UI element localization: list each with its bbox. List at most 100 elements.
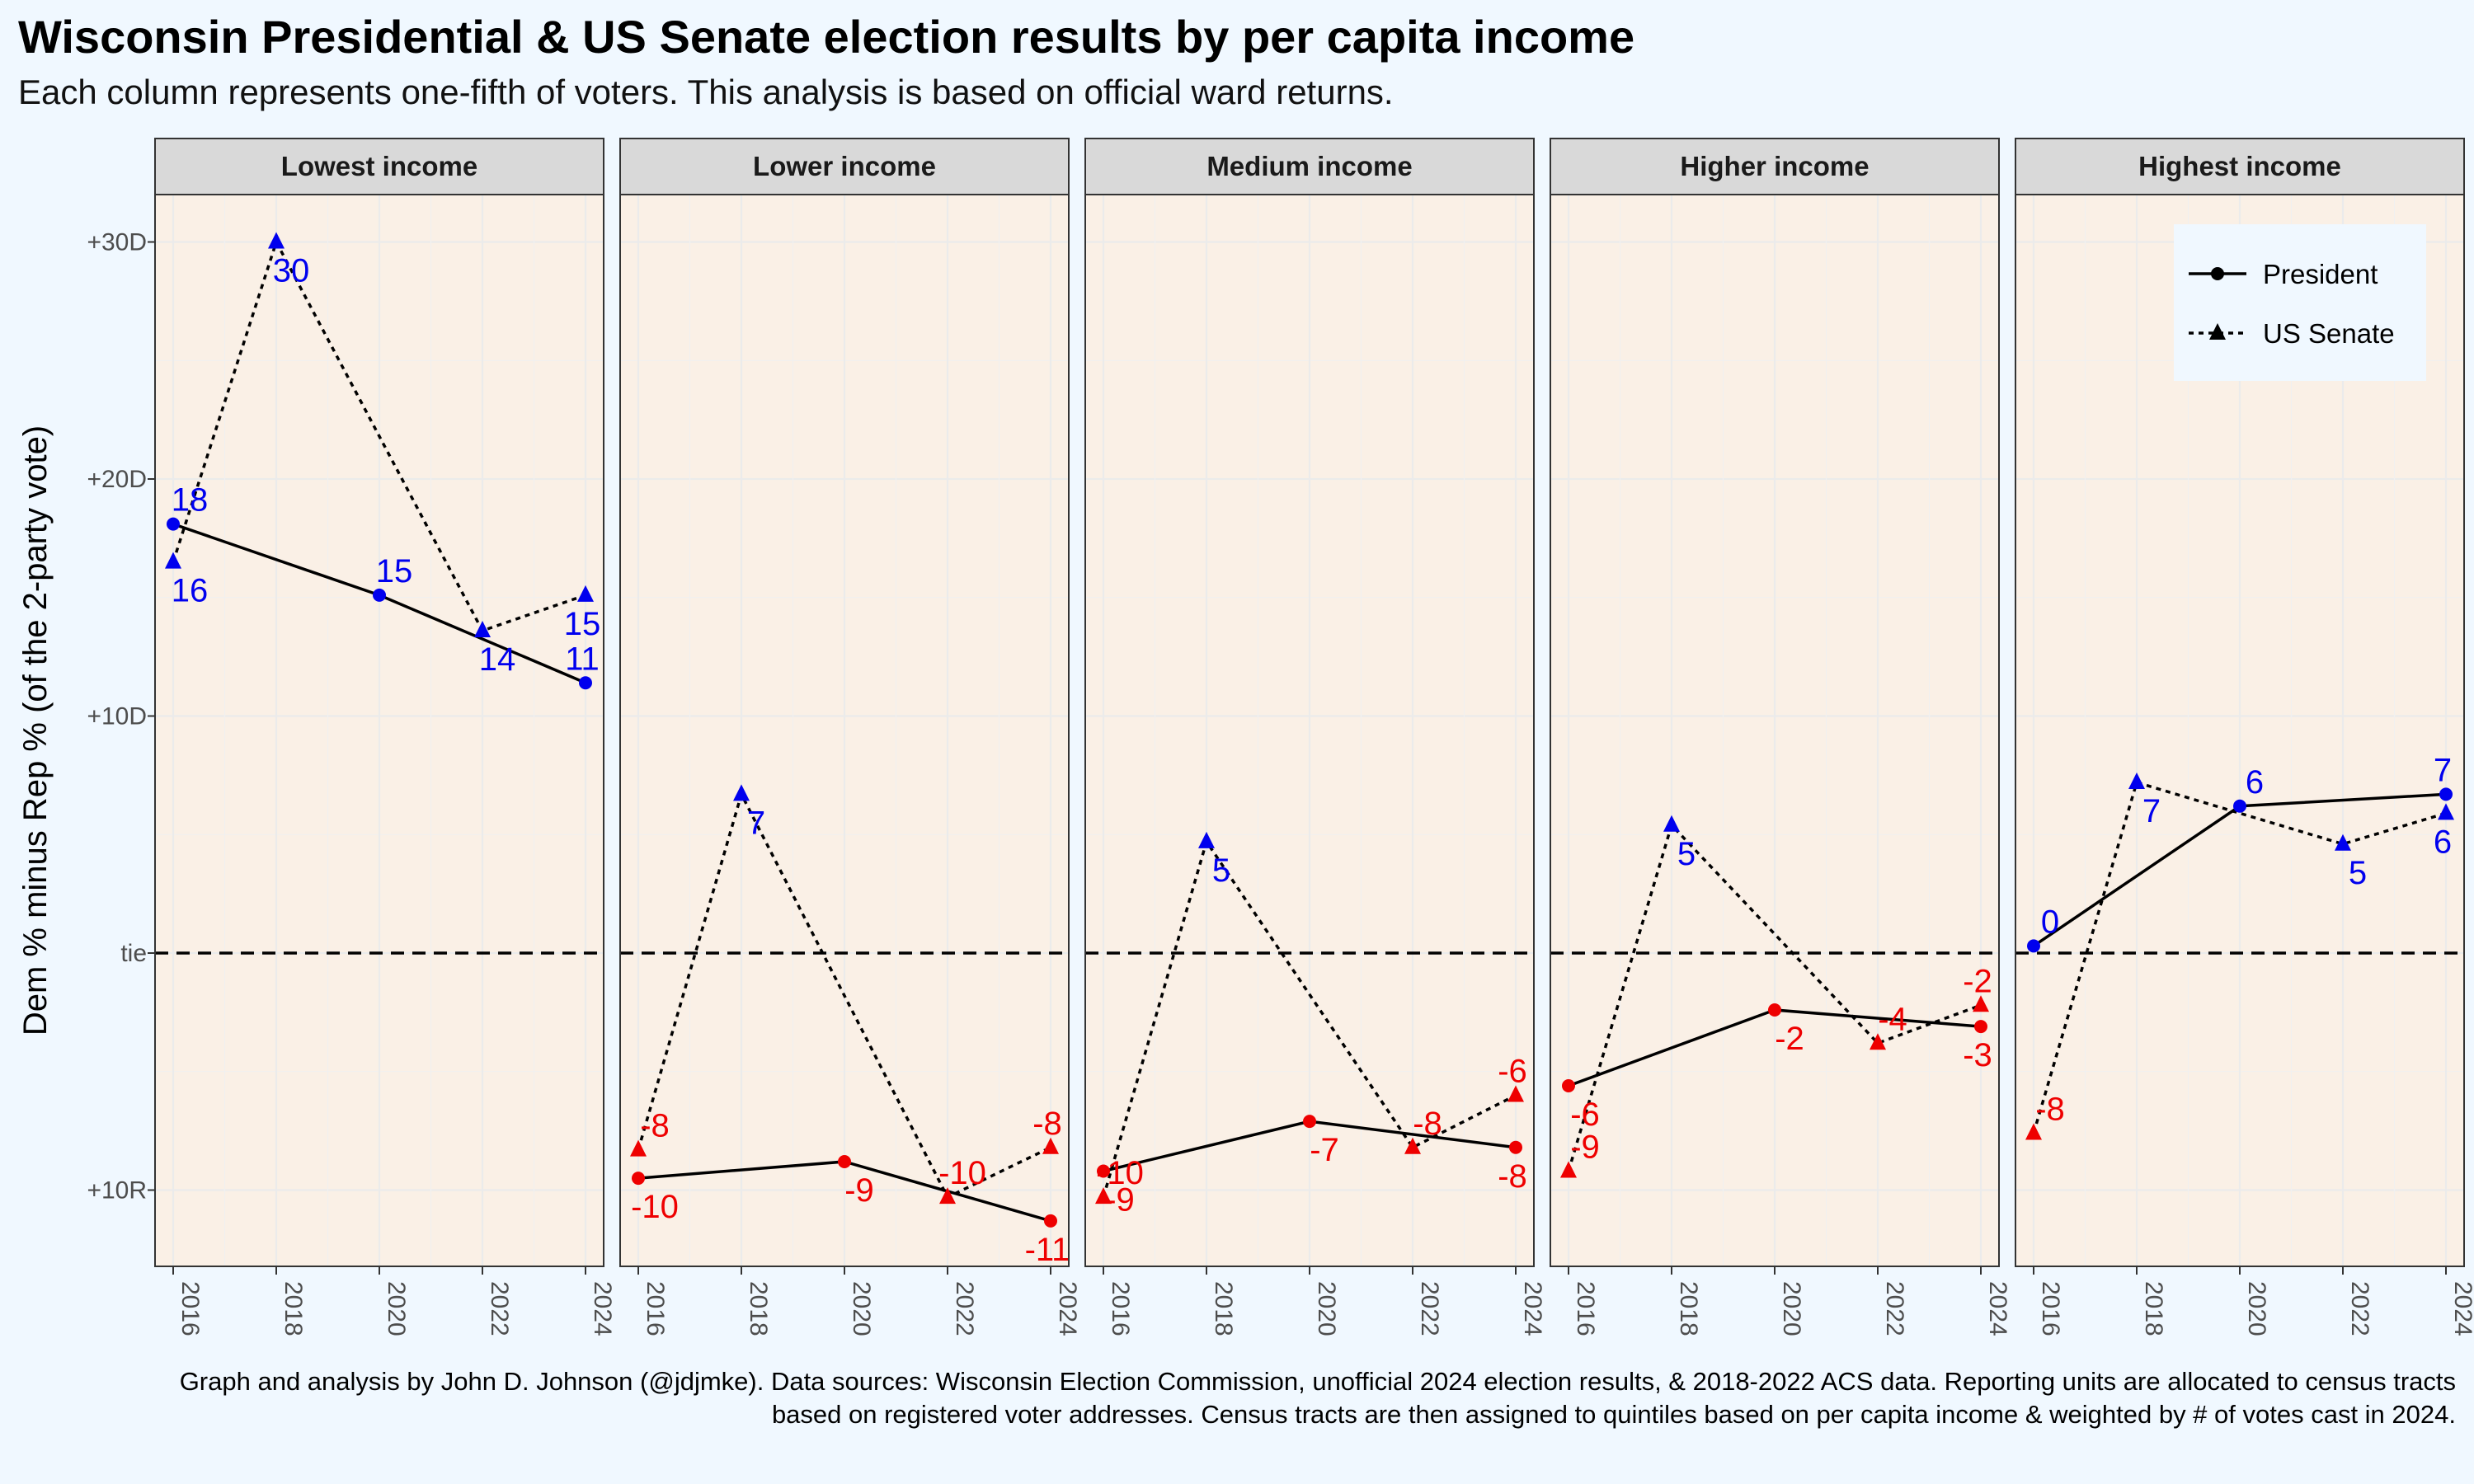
x-tick-label: 2024: [1054, 1281, 1081, 1336]
president-point: [632, 1172, 645, 1186]
y-tick-label: +10R: [87, 1177, 147, 1205]
senate-data-label: 5: [1212, 852, 1230, 889]
senate-point: [1973, 995, 1989, 1012]
senate-data-label: 5: [1677, 836, 1696, 872]
senate-data-label: -10: [1096, 1155, 1144, 1191]
x-tick-label: 2022: [486, 1281, 513, 1336]
chart-title: Wisconsin Presidential & US Senate elect…: [18, 11, 1635, 63]
senate-line: [172, 238, 586, 633]
senate-line: [2032, 780, 2447, 1134]
x-tick-label: 2024: [589, 1281, 616, 1336]
senate-point: [2128, 773, 2145, 789]
legend: President US Senate: [2174, 224, 2426, 381]
senate-point: [268, 232, 285, 249]
chart-subtitle: Each column represents one-fifth of vote…: [18, 73, 1394, 111]
president-point: [1044, 1214, 1057, 1228]
senate-point: [1198, 831, 1215, 848]
x-tick-label: 2022: [1416, 1281, 1443, 1336]
legend-label: US Senate: [2263, 318, 2395, 349]
senate-data-label: -8: [640, 1108, 670, 1144]
president-data-label: -9: [844, 1172, 874, 1209]
senate-point: [2335, 834, 2351, 851]
panel-strip: [1084, 138, 1535, 195]
legend-key-triangle: [2209, 323, 2226, 340]
x-tick-label: 2020: [1313, 1281, 1340, 1336]
senate-point: [165, 552, 181, 569]
senate-data-label: -6: [1498, 1054, 1527, 1090]
president-point: [1097, 1164, 1110, 1178]
president-point: [2439, 787, 2453, 801]
panel-strip-label: Highest income: [2138, 151, 2341, 181]
x-tick-label: 2018: [1675, 1281, 1702, 1336]
president-point: [1974, 1020, 1987, 1034]
x-tick-label: 2022: [1881, 1281, 1908, 1336]
president-data-label: -7: [1310, 1132, 1339, 1168]
panel-strip-label: Lower income: [753, 151, 936, 181]
senate-data-label: -8: [2035, 1092, 2065, 1128]
president-data-label: 15: [376, 553, 413, 589]
y-tick-label: +10D: [87, 703, 147, 730]
x-tick-label: 2024: [2449, 1281, 2474, 1336]
president-data-label: 0: [2041, 904, 2059, 940]
president-data-label: 6: [2246, 764, 2264, 801]
senate-point: [1870, 1033, 1886, 1050]
senate-data-label: 7: [2142, 793, 2161, 829]
president-point: [2233, 799, 2246, 813]
x-tick-label: 2018: [1210, 1281, 1237, 1336]
chart-caption: Graph and analysis by John D. Johnson (@…: [179, 1367, 2456, 1429]
senate-data-label: -2: [1963, 963, 1992, 999]
y-tick-label: +30D: [87, 229, 147, 256]
president-data-label: -9: [1105, 1182, 1135, 1219]
x-tick-label: 2024: [1519, 1281, 1546, 1336]
senate-line: [1567, 822, 1982, 1172]
panel-strip-label: Lowest income: [281, 151, 477, 181]
senate-data-label: 14: [479, 641, 516, 678]
panel-strip: [619, 138, 1070, 195]
president-point: [373, 588, 386, 602]
president-point: [1509, 1140, 1522, 1154]
senate-data-label: 6: [2434, 824, 2452, 860]
senate-data-label: 5: [2349, 855, 2367, 891]
x-tick-label: 2018: [280, 1281, 307, 1336]
x-tick-label: 2018: [745, 1281, 772, 1336]
x-tick-label: 2020: [1778, 1281, 1805, 1336]
senate-point: [733, 784, 750, 801]
senate-point: [2025, 1123, 2042, 1140]
president-data-label: -6: [1570, 1097, 1600, 1133]
x-tick-label: 2022: [2346, 1281, 2373, 1336]
x-tick-label: 2024: [1984, 1281, 2011, 1336]
president-data-label: -10: [631, 1189, 679, 1225]
senate-point: [1663, 815, 1680, 832]
x-tick-label: 2016: [1107, 1281, 1134, 1336]
panel-2: Lower income -10 -9 -11 -8 7 -10 -8 2016 2018 2020…: [619, 138, 1081, 1336]
senate-point: [939, 1187, 956, 1205]
panel-4: Higher income -6 -2 -3 -9 5 -4 -2 2016 2018 2020 20…: [1550, 138, 2011, 1336]
senate-point: [474, 621, 491, 637]
senate-data-label: 30: [273, 253, 310, 289]
president-point: [838, 1155, 851, 1168]
senate-line: [1102, 838, 1517, 1198]
senate-point: [1404, 1137, 1421, 1154]
x-tick-label: 2020: [848, 1281, 875, 1336]
legend-key-circle: [2211, 267, 2224, 280]
legend-label: President: [2263, 259, 2378, 289]
senate-line: [637, 790, 1051, 1200]
x-tick-label: 2018: [2140, 1281, 2167, 1336]
senate-data-label: 7: [747, 805, 765, 841]
y-tick-label: +20D: [87, 466, 147, 493]
panel-strip-label: Higher income: [1680, 151, 1869, 181]
senate-point: [1042, 1137, 1059, 1154]
x-tick-label: 2016: [1572, 1281, 1599, 1336]
senate-data-label: -8: [1413, 1106, 1442, 1142]
x-tick-label: 2016: [642, 1281, 669, 1336]
president-data-label: 7: [2434, 752, 2452, 788]
senate-data-label: 16: [172, 573, 209, 609]
president-point: [1768, 1003, 1781, 1017]
senate-data-label: -4: [1878, 1001, 1907, 1037]
y-axis-title: Dem % minus Rep % (of the 2-party vote): [17, 425, 54, 1036]
senate-point: [577, 585, 594, 602]
president-data-label: -11: [1025, 1232, 1070, 1268]
president-point: [1562, 1079, 1575, 1092]
president-point: [2027, 939, 2040, 953]
